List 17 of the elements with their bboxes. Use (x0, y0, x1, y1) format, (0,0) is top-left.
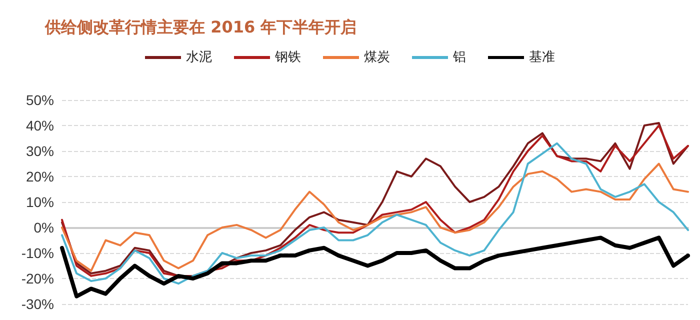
y-tick-label: 40% (26, 118, 54, 134)
legend-label: 钢铁 (274, 50, 301, 65)
legend-label: 水泥 (186, 50, 212, 65)
chart-title: 供给侧改革行情主要在 2016 年下半年开启 (44, 18, 357, 36)
y-tick-label: -30% (21, 296, 54, 312)
y-tick-label: 0% (34, 220, 54, 236)
legend-label: 铝 (452, 50, 466, 65)
y-tick-label: 10% (26, 194, 54, 210)
line-series (60, 236, 690, 298)
y-tick-label: 50% (26, 92, 54, 108)
y-tick-label: -20% (21, 270, 54, 286)
y-tick-label: 20% (26, 168, 54, 184)
y-tick-label: -10% (21, 245, 54, 261)
legend-label: 基准 (529, 50, 555, 65)
y-tick-label: 30% (26, 143, 54, 159)
legend-label: 煤炭 (364, 50, 390, 65)
line-series (61, 162, 689, 272)
